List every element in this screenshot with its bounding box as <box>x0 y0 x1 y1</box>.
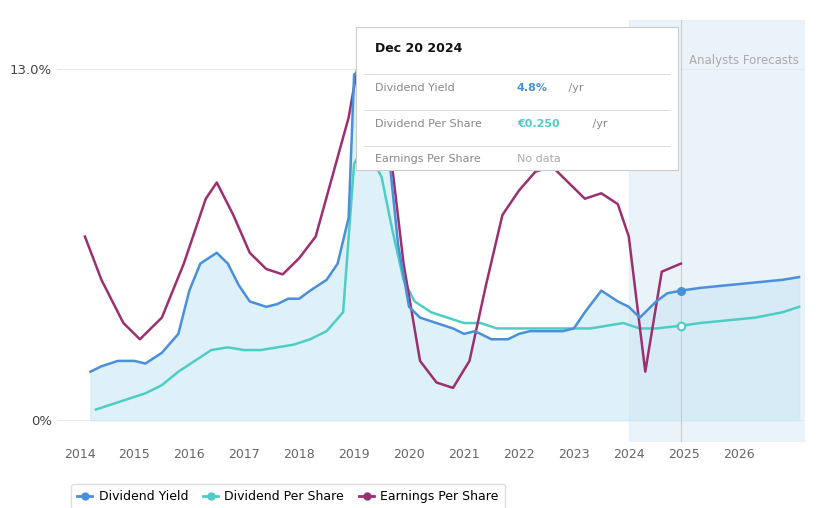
Text: Past: Past <box>652 54 677 67</box>
Text: Dividend Yield: Dividend Yield <box>375 83 455 93</box>
Text: /yr: /yr <box>565 83 583 93</box>
Text: /yr: /yr <box>589 119 608 129</box>
Text: Analysts Forecasts: Analysts Forecasts <box>689 54 799 67</box>
Text: €0.250: €0.250 <box>517 119 560 129</box>
Text: No data: No data <box>517 154 561 165</box>
Legend: Dividend Yield, Dividend Per Share, Earnings Per Share: Dividend Yield, Dividend Per Share, Earn… <box>71 484 505 508</box>
Text: Dividend Per Share: Dividend Per Share <box>375 119 482 129</box>
Text: Dec 20 2024: Dec 20 2024 <box>375 42 462 55</box>
Text: Earnings Per Share: Earnings Per Share <box>375 154 481 165</box>
Bar <box>629 20 805 442</box>
Text: 4.8%: 4.8% <box>517 83 548 93</box>
FancyBboxPatch shape <box>356 26 677 170</box>
